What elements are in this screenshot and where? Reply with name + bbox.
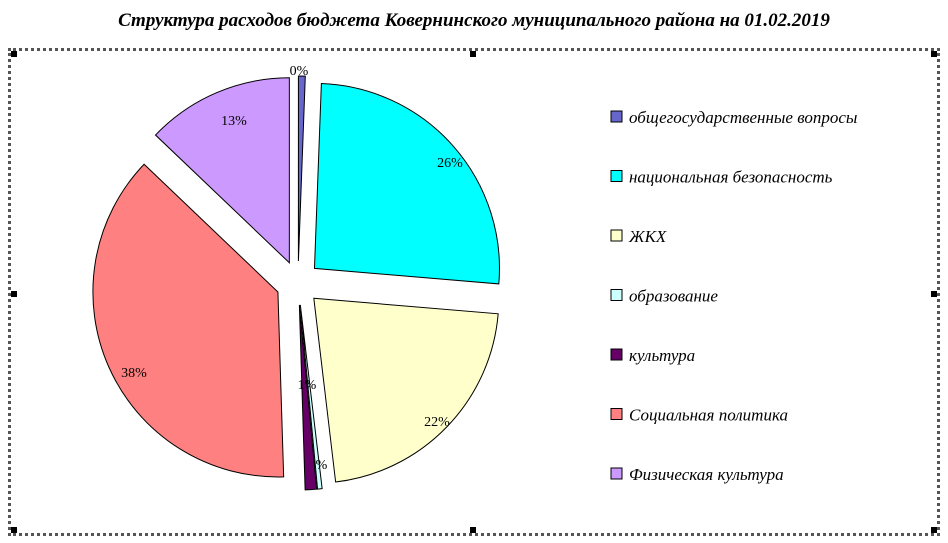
legend-swatch <box>610 170 623 182</box>
resize-handle-middle-right[interactable] <box>931 291 937 297</box>
pie-slice[interactable] <box>92 163 285 478</box>
legend-entry: образование <box>629 287 718 306</box>
data-label: 38% <box>121 366 147 381</box>
legend-entry: общегосударственные вопросы <box>629 108 857 127</box>
legend-entry: Физическая культура <box>629 465 784 484</box>
legend-entry: ЖКХ <box>628 227 667 246</box>
data-label: 26% <box>437 156 463 171</box>
data-label: 0% <box>290 64 309 79</box>
pie-slice[interactable] <box>313 297 499 483</box>
resize-handle-top-right[interactable] <box>931 51 937 57</box>
data-label: 22% <box>424 415 450 430</box>
pie-slice[interactable] <box>154 77 290 264</box>
legend-entry: Социальная политика <box>629 406 788 425</box>
resize-handle-top-center[interactable] <box>470 51 476 57</box>
legend-entry: культура <box>629 346 695 365</box>
legend-swatch <box>610 408 623 420</box>
resize-handle-bottom-right[interactable] <box>931 527 937 533</box>
pie-slice[interactable] <box>297 75 306 262</box>
pie-slice[interactable] <box>299 304 323 490</box>
resize-handle-bottom-left[interactable] <box>11 527 17 533</box>
legend-entry: национальная безопасность <box>629 168 833 187</box>
resize-handle-middle-left[interactable] <box>11 291 17 297</box>
chart-title: Структура расходов бюджета Ковернинского… <box>118 10 830 31</box>
resize-handle-top-left[interactable] <box>11 51 17 57</box>
resize-handle-bottom-center[interactable] <box>470 527 476 533</box>
legend-swatch <box>610 467 623 480</box>
data-label: 1% <box>298 378 317 393</box>
pie-slice[interactable] <box>313 83 500 285</box>
pie-slice[interactable] <box>298 304 318 491</box>
legend-swatch <box>610 110 623 123</box>
chart-selection-frame[interactable] <box>8 48 940 536</box>
legend-swatch <box>610 289 623 301</box>
legend-swatch <box>610 229 623 242</box>
data-label: 13% <box>221 114 247 129</box>
legend-swatch <box>610 348 623 361</box>
